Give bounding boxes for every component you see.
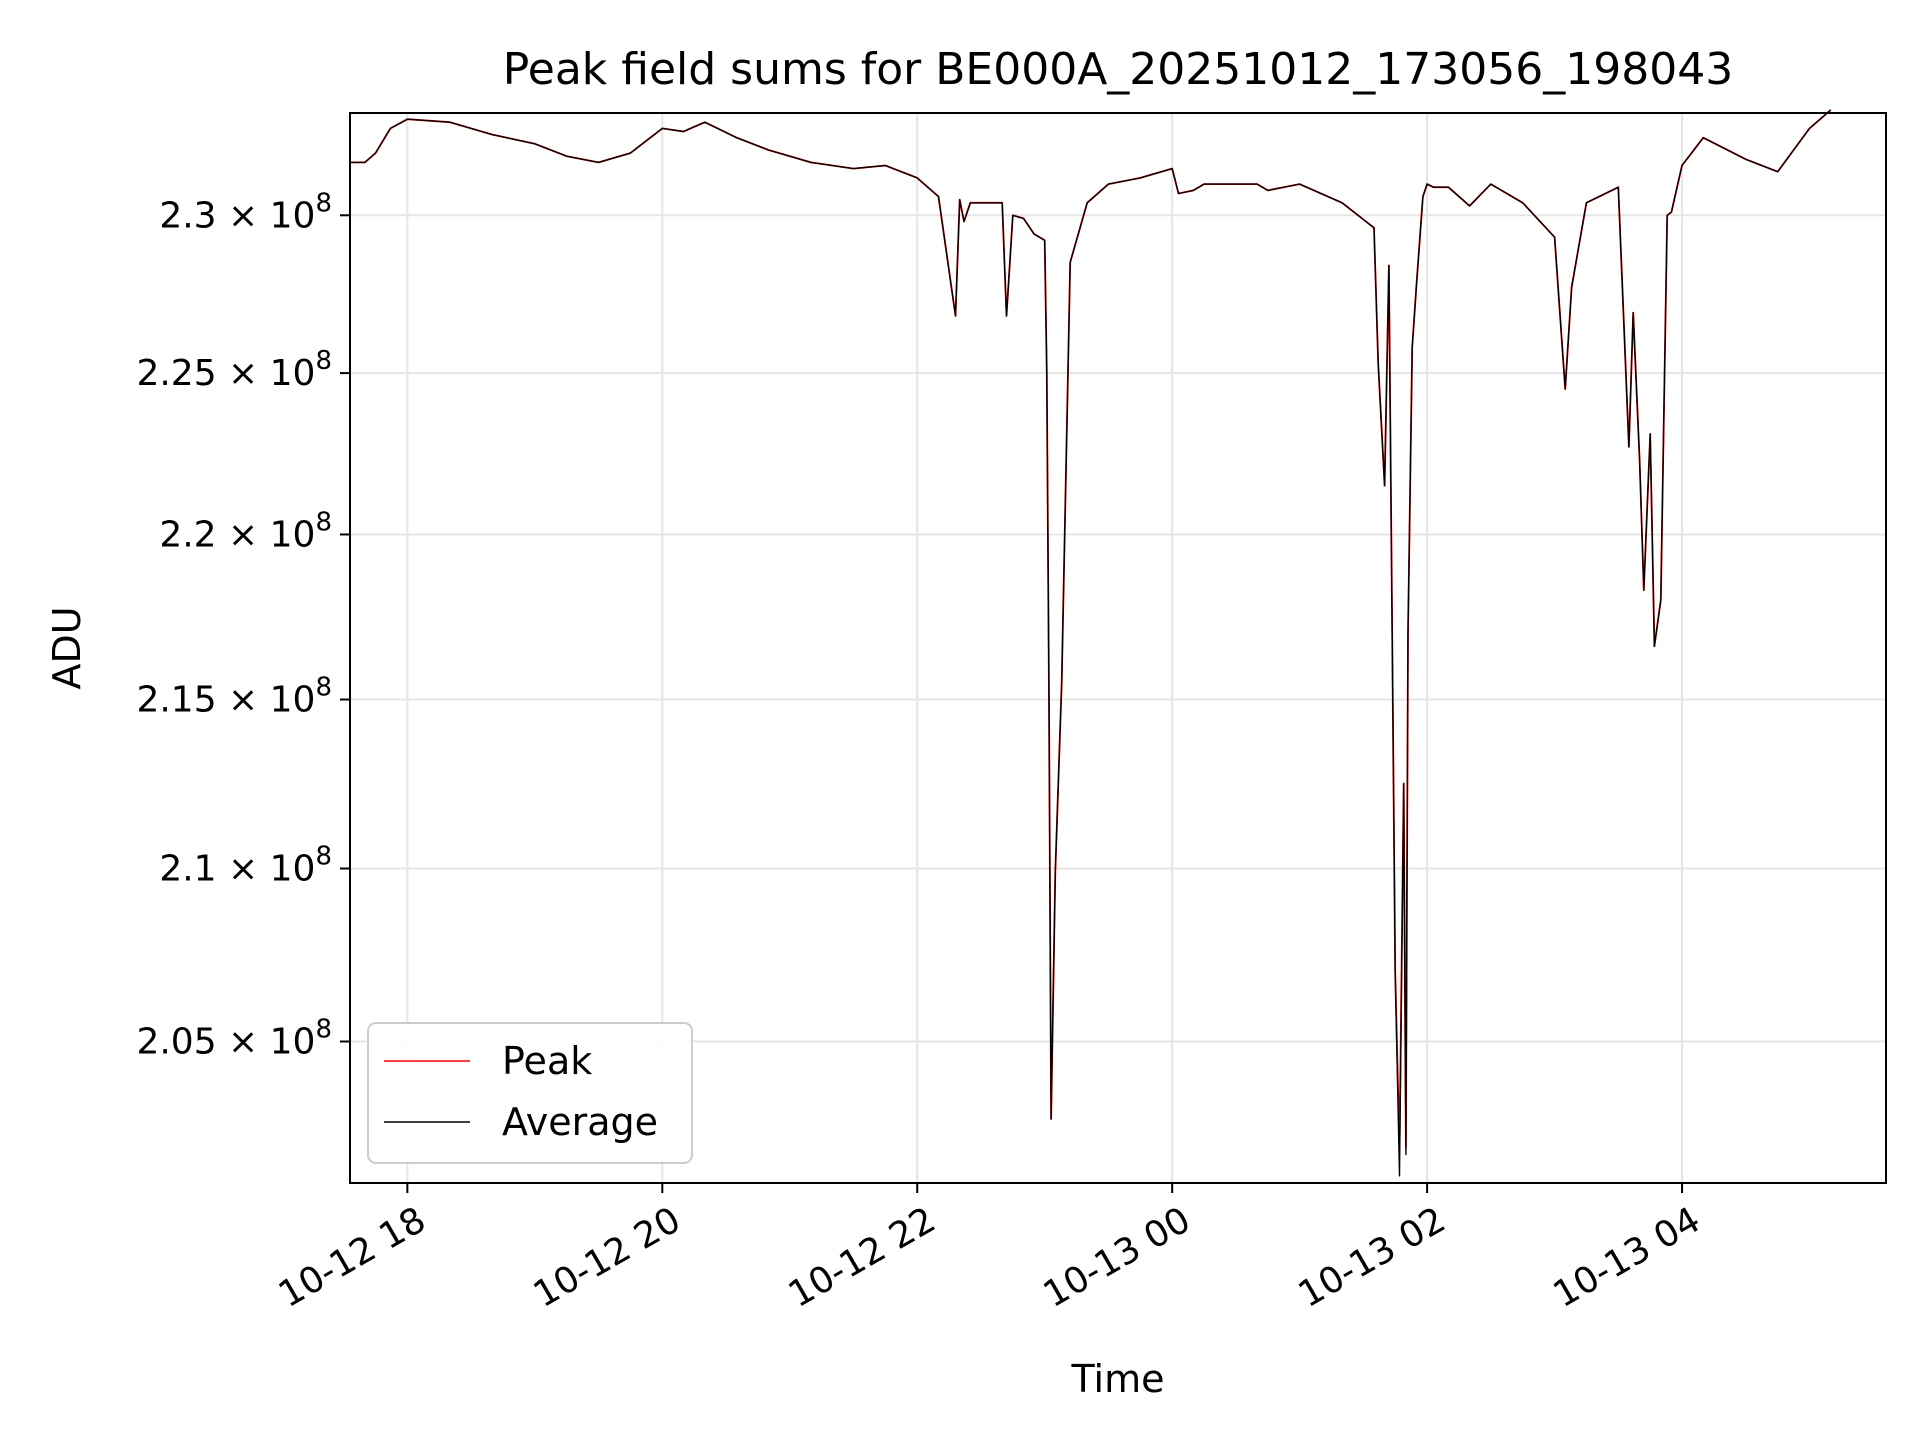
plot-frame — [349, 112, 1887, 1184]
legend-label-peak: Peak — [502, 1039, 592, 1083]
legend-label-average: Average — [502, 1100, 658, 1144]
y-tick-label: 2.3 × 108 — [159, 188, 332, 236]
plot-area — [350, 109, 1832, 1177]
y-axis: 2.05 × 108 2.1 × 108 2.15 × 108 2.2 × 108 2.… — [136, 188, 350, 1063]
legend-box — [367, 1022, 693, 1164]
y-tick-label: 2.15 × 108 — [136, 673, 332, 721]
y-tick-label: 2.2 × 108 — [159, 507, 332, 555]
legend: Peak Average — [367, 1022, 693, 1164]
series-line-average — [350, 109, 1832, 1177]
y-axis-label: ADU — [45, 606, 89, 689]
y-tick-label: 2.05 × 108 — [136, 1015, 332, 1063]
x-axis-label: Time — [1071, 1357, 1165, 1401]
y-tick-label: 2.1 × 108 — [159, 841, 332, 889]
grid — [350, 113, 1886, 1183]
chart-title: Peak field sums for BE000A_20251012_1730… — [503, 44, 1733, 95]
y-tick-label: 2.25 × 108 — [136, 346, 332, 394]
